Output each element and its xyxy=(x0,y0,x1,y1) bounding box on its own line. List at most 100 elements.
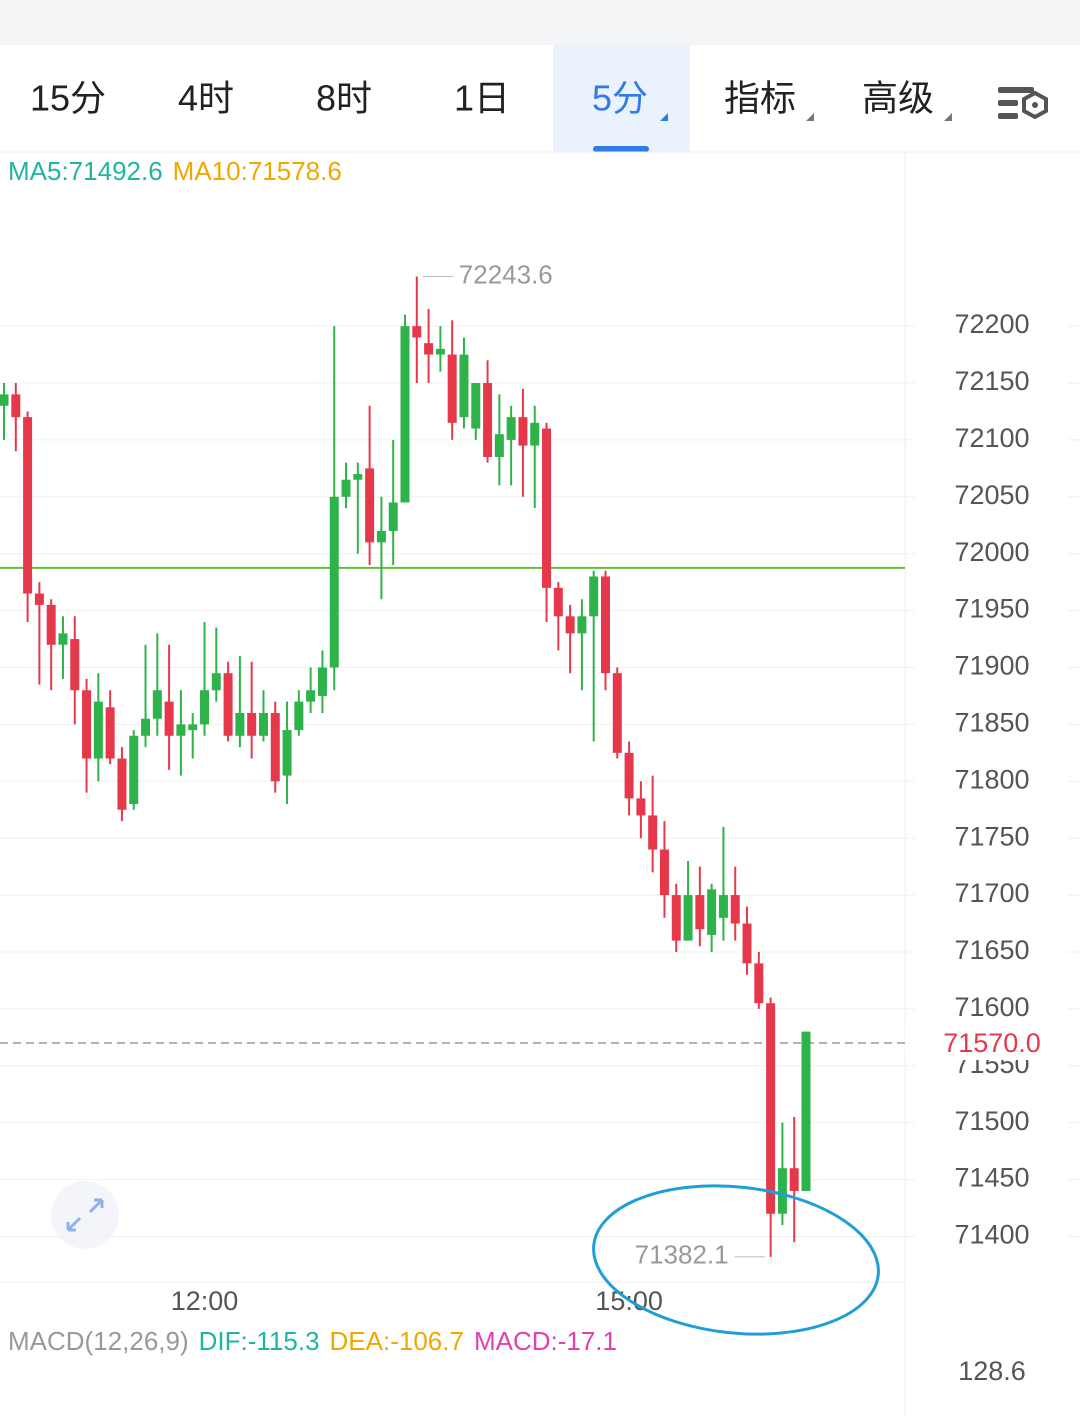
candle-body xyxy=(506,417,516,440)
tab[interactable]: 指标 xyxy=(724,78,796,119)
y-tick-label: 71750 xyxy=(954,821,1029,851)
candle-body xyxy=(695,895,705,930)
candle-body xyxy=(258,713,268,736)
y-tick-label: 71450 xyxy=(954,1163,1029,1193)
candle-body xyxy=(376,530,386,543)
candle-body xyxy=(789,1168,799,1191)
icon-bar xyxy=(998,113,1018,119)
candle-body xyxy=(412,326,422,338)
dropdown-arrow xyxy=(944,113,952,121)
candle-body xyxy=(388,502,398,531)
candle-body xyxy=(129,735,139,805)
dropdown-arrow xyxy=(660,113,668,121)
candle-body xyxy=(459,354,469,418)
candle-body xyxy=(801,1031,811,1191)
candle-body xyxy=(200,690,209,725)
candle-body xyxy=(542,428,552,588)
tab[interactable]: 高级 xyxy=(862,78,934,119)
x-tick-label: 12:00 xyxy=(171,1286,239,1316)
tab[interactable]: 1日 xyxy=(454,78,510,119)
tab[interactable]: 4时 xyxy=(178,78,234,119)
candle-body xyxy=(530,422,540,446)
candle-body xyxy=(93,701,103,759)
high-label: 72243.6 xyxy=(459,259,553,289)
candle-body xyxy=(235,713,245,736)
icon-dot xyxy=(1032,102,1038,108)
y-tick-label: 72000 xyxy=(954,537,1029,567)
candle-body xyxy=(282,730,292,776)
settings-icon[interactable] xyxy=(998,87,1048,120)
candle-body xyxy=(671,895,681,941)
candle-body xyxy=(58,633,68,645)
candle-body xyxy=(624,752,634,799)
candle-body xyxy=(46,604,56,645)
candle-body xyxy=(424,343,434,355)
macd-axis-label: 128.6 xyxy=(958,1356,1026,1386)
icon-bar xyxy=(998,87,1034,93)
candle-body xyxy=(447,354,457,423)
y-tick-label: 72050 xyxy=(954,480,1029,510)
candle-body xyxy=(589,576,599,617)
candle-body xyxy=(82,690,92,759)
candle-body xyxy=(329,496,339,668)
macd-legend: MACD(12,26,9) DIF:-115.3 DEA:-106.7 MACD:-1… xyxy=(8,1326,617,1356)
ma-legend-item: MA10:71578.6 xyxy=(173,156,342,186)
candle-body xyxy=(188,724,198,731)
candle-body xyxy=(636,798,646,816)
y-tick-label: 71400 xyxy=(954,1220,1029,1250)
y-tick-label: 72200 xyxy=(954,309,1029,339)
candle-body xyxy=(141,718,151,736)
candle-body xyxy=(0,394,9,406)
last-price-box xyxy=(905,1026,1080,1061)
candle-body xyxy=(353,474,363,480)
candle-body xyxy=(553,587,563,617)
candle-body xyxy=(105,707,115,759)
candle-body xyxy=(365,468,375,543)
y-tick-label: 71500 xyxy=(954,1106,1029,1136)
candle-body xyxy=(494,434,504,457)
ma-legend-item: MA5:71492.6 xyxy=(8,156,163,186)
candle-body xyxy=(223,673,233,736)
y-tick-label: 72100 xyxy=(954,423,1029,453)
icon-bar xyxy=(998,100,1018,106)
candle-body xyxy=(247,713,257,736)
tab[interactable]: 8时 xyxy=(316,78,372,119)
candle-body xyxy=(612,673,622,753)
candle-body xyxy=(306,690,316,702)
candle-body xyxy=(211,673,221,691)
active-tab-underline xyxy=(593,146,649,152)
y-tick-label: 71950 xyxy=(954,594,1029,624)
candle-body xyxy=(164,701,174,736)
candle-body xyxy=(341,479,351,497)
candle-body xyxy=(70,639,80,691)
candle-body xyxy=(601,576,610,674)
candle-body xyxy=(176,724,186,736)
y-tick-label: 71650 xyxy=(954,935,1029,965)
tab[interactable]: 15分 xyxy=(30,78,106,119)
candle-body xyxy=(294,701,304,731)
candle-body xyxy=(23,417,33,594)
candle-body xyxy=(471,383,481,429)
candle-body xyxy=(577,616,587,634)
macd-legend-item: MACD(12,26,9) xyxy=(8,1326,189,1356)
candle-body xyxy=(400,326,410,503)
expand-icon xyxy=(66,1198,104,1232)
expand-button[interactable] xyxy=(51,1181,119,1249)
top-strip xyxy=(0,0,1080,45)
candle-body xyxy=(754,963,764,1004)
tab[interactable]: 5分 xyxy=(592,78,648,119)
candle-body xyxy=(718,895,728,918)
candle-body xyxy=(565,616,575,634)
candle-body xyxy=(777,1168,787,1214)
candle-body xyxy=(34,593,44,605)
y-tick-label: 71700 xyxy=(954,878,1029,908)
y-tick-label: 71850 xyxy=(954,708,1029,738)
ma-legend: MA5:71492.6 MA10:71578.6 xyxy=(8,156,342,186)
candle-body xyxy=(11,394,21,418)
candle-body xyxy=(518,417,528,446)
candle-body xyxy=(659,849,669,896)
candle-body xyxy=(483,383,493,457)
candle-body xyxy=(766,1003,776,1214)
candle-body xyxy=(730,895,740,924)
candle-body xyxy=(270,713,280,782)
